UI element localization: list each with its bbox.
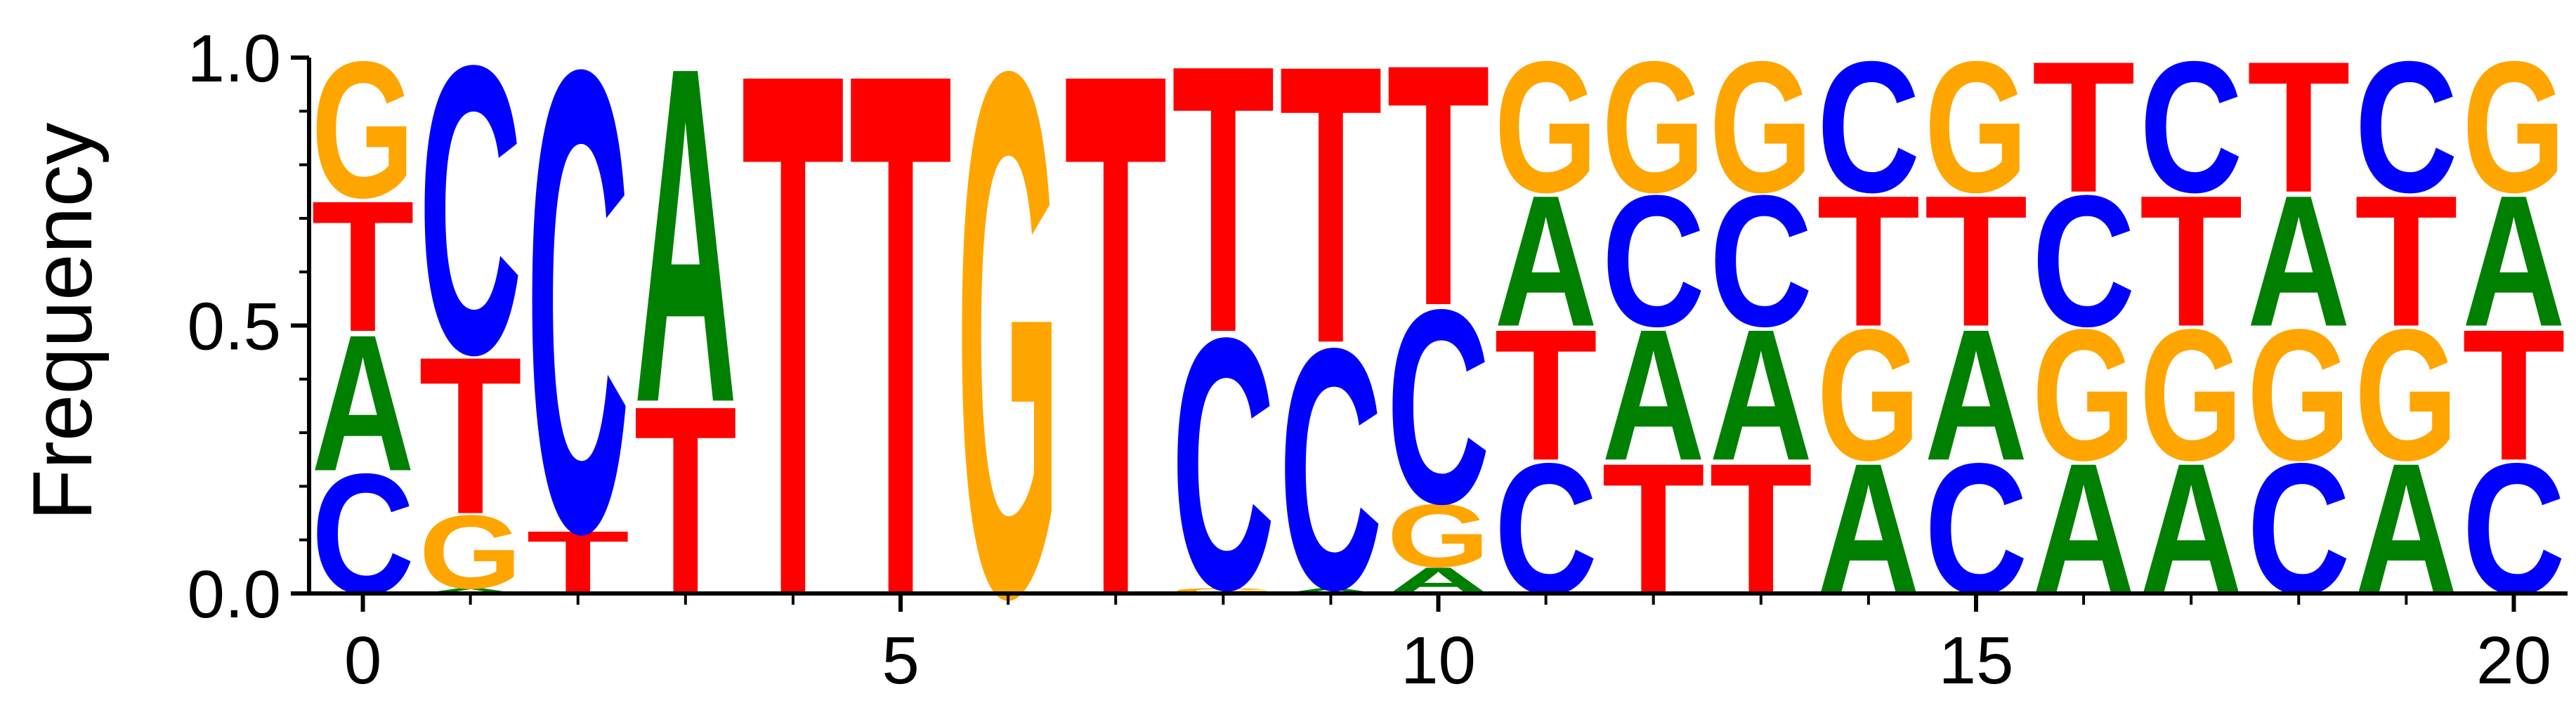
logo-letter-G-pos-19: G [2355, 290, 2458, 499]
logo-letter-G-pos-11: G [1494, 22, 1597, 232]
logo-letter-C-pos-1: C [419, 0, 522, 440]
y-axis-label: Frequency [15, 123, 110, 521]
logo-letter-T-pos-11: T [1494, 290, 1597, 499]
logo-letter-G-pos-17: G [2140, 290, 2243, 499]
logo-letter-T-pos-16: T [2032, 22, 2136, 231]
logo-letter-A-pos-11: A [1494, 157, 1597, 366]
logo-letter-A-pos-15: A [1924, 291, 2027, 500]
logo-letter-T-pos-0: T [311, 162, 414, 371]
logo-letter-G-pos-6: G [957, 0, 1060, 722]
logo-letter-T-pos-4: T [741, 0, 844, 722]
logo-letter-C-pos-12: C [1602, 157, 1705, 366]
logo-letter-A-pos-0: A [311, 294, 414, 512]
logo-letter-G-pos-12: G [1602, 22, 1705, 232]
x-tick-label: 20 [2476, 623, 2551, 698]
y-tick-label: 0.5 [188, 289, 281, 365]
y-ticks: 0.0 0.5 1.0 [188, 21, 309, 632]
logo-letter-T-pos-10: T [1387, 0, 1490, 377]
logo-letter-T-pos-8: T [1172, 0, 1275, 413]
y-tick-label: 0.0 [188, 557, 281, 632]
logo-letter-A-pos-18: A [2247, 157, 2351, 366]
logo-letter-A-pos-12: A [1602, 291, 1705, 500]
logo-letter-G-pos-13: G [1709, 22, 1812, 232]
chart-axes: 0.0 0.5 1.0 0 5 10 15 20 [188, 21, 2568, 698]
logo-letter-A-pos-13: A [1709, 291, 1812, 500]
logo-letter-A-pos-20: A [2462, 157, 2565, 366]
logo-letter-T-pos-15: T [1924, 156, 2027, 365]
logo-letter-C-pos-10: C [1387, 253, 1490, 562]
logo-letter-G-pos-10: G [1387, 486, 1490, 586]
x-tick-label: 5 [882, 623, 919, 698]
logo-letter-G-pos-0: G [311, 21, 414, 239]
logo-letter-A-pos-1: A [419, 586, 522, 595]
logo-letter-C-pos-16: C [2032, 157, 2136, 366]
y-tick-label: 1.0 [188, 21, 281, 96]
logo-letter-T-pos-5: T [849, 0, 953, 722]
logo-letter-A-pos-9: A [1279, 586, 1382, 595]
x-tick-label: 0 [344, 623, 381, 698]
logo-letter-G-pos-18: G [2247, 290, 2351, 499]
logo-letter-C-pos-13: C [1709, 157, 1812, 366]
logo-letter-T-pos-7: T [1064, 0, 1168, 722]
logo-letter-G-pos-14: G [1817, 290, 1920, 499]
logo-letter-C-pos-2: C [526, 0, 629, 669]
logo-letter-G-pos-8: G [1172, 586, 1275, 595]
logo-letter-T-pos-20: T [2462, 290, 2565, 499]
logo-letter-G-pos-15: G [1924, 22, 2027, 232]
logo-letter-T-pos-14: T [1817, 156, 1920, 365]
logo-letter-G-pos-16: G [2032, 290, 2136, 499]
logo-letter-C-pos-14: C [1817, 22, 1920, 232]
x-tick-label: 15 [1939, 623, 2014, 698]
logo-letter-A-pos-3: A [634, 0, 737, 502]
logo-letter-T-pos-17: T [2140, 156, 2243, 365]
logo-letter-G-pos-20: G [2462, 22, 2565, 232]
logo-letter-T-pos-18: T [2247, 22, 2351, 231]
logo-letter-T-pos-1: T [419, 310, 522, 560]
x-tick-label: 10 [1401, 623, 1476, 698]
logo-letter-C-pos-19: C [2355, 22, 2458, 232]
logo-letter-C-pos-17: C [2140, 22, 2243, 232]
logo-letter-T-pos-9: T [1279, 0, 1382, 426]
x-ticks: 0 5 10 15 20 [344, 593, 2551, 698]
logo-letter-T-pos-19: T [2355, 156, 2458, 365]
